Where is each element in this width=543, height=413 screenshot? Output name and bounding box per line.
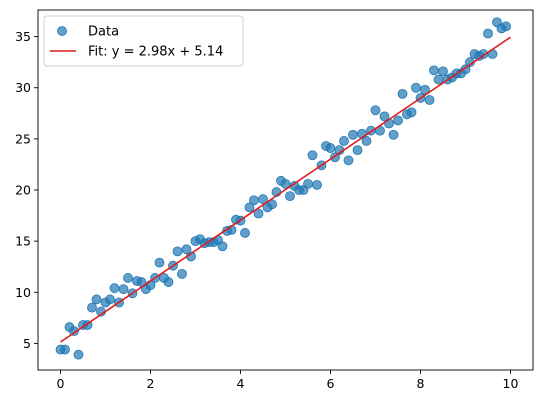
- y-tick-label: 15: [15, 234, 31, 249]
- legend-marker-data: [57, 26, 67, 36]
- data-point: [267, 199, 277, 210]
- data-point: [361, 136, 372, 146]
- data-point: [280, 178, 291, 189]
- y-tick-label: 10: [15, 285, 31, 300]
- data-point: [303, 178, 313, 189]
- y-tick-label: 30: [15, 80, 31, 95]
- data-point: [177, 268, 187, 279]
- data-point: [249, 195, 259, 206]
- plot-frame: [37, 9, 534, 371]
- legend: Data Fit: y = 2.98x + 5.14: [43, 15, 244, 67]
- data-point: [348, 129, 358, 140]
- x-tick-label: 4: [237, 376, 245, 391]
- data-point: [285, 191, 295, 202]
- data-point: [154, 257, 165, 268]
- fit-line: [60, 36, 511, 343]
- data-point: [388, 129, 399, 140]
- data-point: [438, 66, 448, 77]
- data-point: [397, 88, 408, 99]
- data-point: [406, 107, 417, 118]
- data-point: [433, 74, 444, 85]
- y-tick-label: 5: [23, 336, 31, 351]
- data-point: [325, 143, 336, 153]
- data-point: [181, 244, 192, 255]
- data-point: [429, 65, 439, 76]
- data-point: [217, 241, 228, 252]
- data-point: [424, 95, 435, 105]
- data-point: [60, 344, 70, 355]
- data-point: [253, 208, 264, 219]
- data-point: [483, 28, 493, 39]
- legend-box: [43, 15, 244, 67]
- data-point: [244, 202, 255, 213]
- data-point: [307, 150, 318, 161]
- data-point: [118, 284, 129, 295]
- data-point: [393, 115, 403, 126]
- data-point: [87, 302, 97, 313]
- data-point: [339, 136, 349, 146]
- data-point: [258, 194, 268, 205]
- y-tick-label: 25: [15, 131, 31, 146]
- data-point: [352, 145, 363, 156]
- data-point: [501, 21, 511, 32]
- data-point: [172, 246, 183, 257]
- axis-ticks: 0 2 4 6 8 10 5 10 15 20 25 30 35: [15, 29, 518, 391]
- fit-line-layer: [60, 36, 511, 343]
- data-point: [123, 273, 133, 283]
- x-tick-label: 8: [417, 376, 425, 391]
- x-tick-label: 2: [147, 376, 155, 391]
- data-point: [73, 349, 84, 360]
- data-point: [163, 277, 174, 287]
- data-point: [370, 105, 381, 116]
- data-point: [91, 294, 102, 305]
- data-point: [240, 228, 250, 238]
- legend-label-fit: Fit: y = 2.98x + 5.14: [88, 45, 223, 60]
- data-point: [343, 155, 354, 166]
- x-tick-label: 10: [503, 376, 519, 391]
- data-point: [105, 294, 115, 305]
- data-point: [379, 111, 390, 122]
- data-point: [312, 179, 322, 190]
- data-point: [411, 82, 421, 93]
- data-point: [109, 283, 120, 294]
- y-tick-label: 20: [15, 183, 31, 198]
- x-tick-label: 0: [57, 376, 65, 391]
- x-tick-label: 6: [327, 376, 335, 391]
- legend-label-data: Data: [88, 25, 119, 40]
- data-point: [69, 326, 79, 337]
- y-tick-label: 35: [15, 29, 31, 44]
